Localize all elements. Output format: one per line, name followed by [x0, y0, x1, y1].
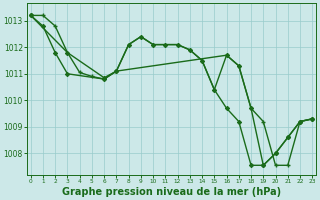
X-axis label: Graphe pression niveau de la mer (hPa): Graphe pression niveau de la mer (hPa) — [62, 187, 281, 197]
